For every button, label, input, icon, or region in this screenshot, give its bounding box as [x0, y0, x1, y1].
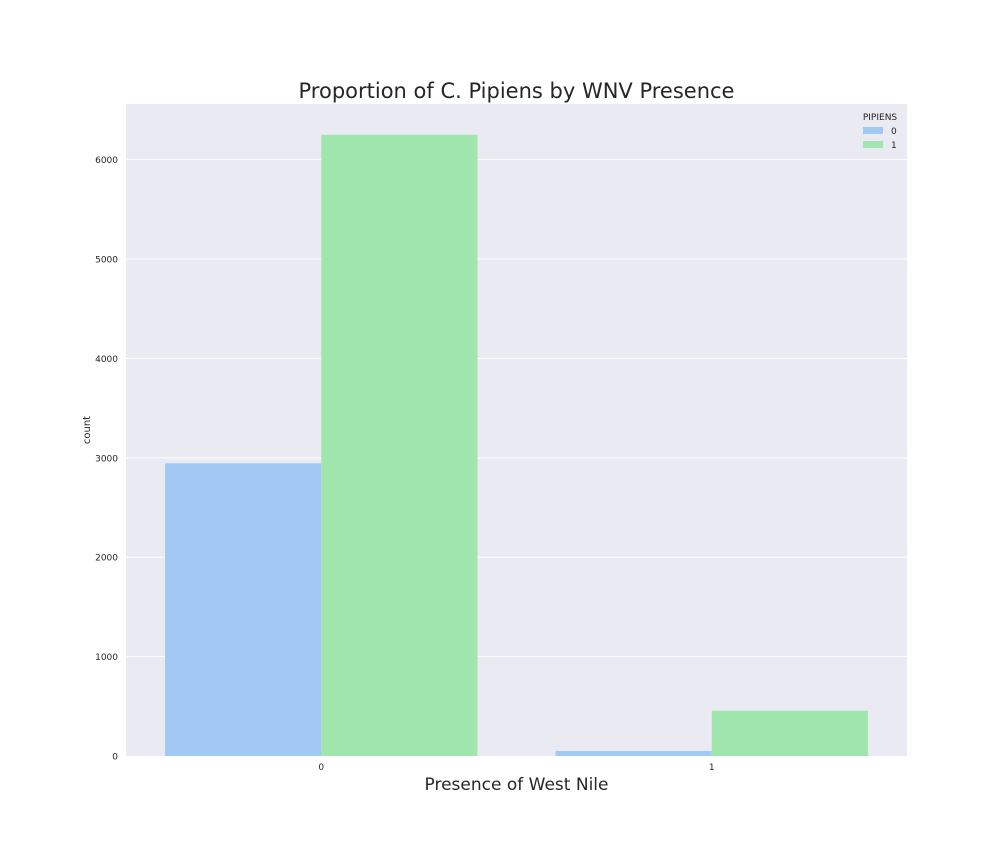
chart-title: Proportion of C. Pipiens by WNV Presence	[299, 79, 735, 103]
legend-label: 1	[891, 141, 897, 151]
x-tick-label: 1	[709, 763, 715, 773]
bars	[165, 134, 868, 756]
legend: PIPIENS 01	[863, 113, 898, 151]
y-tick-label: 5000	[95, 256, 118, 266]
legend-swatch	[863, 141, 883, 148]
x-tick-label: 0	[318, 763, 324, 773]
legend-swatch	[863, 127, 883, 134]
y-axis-label: count	[82, 416, 93, 444]
y-tick-label: 2000	[95, 554, 118, 564]
bar-1-pipiens-1	[711, 710, 868, 756]
legend-label: 0	[891, 127, 897, 137]
legend-items: 01	[863, 127, 897, 151]
bar-1-pipiens-0	[555, 751, 712, 756]
y-tick-labels: 0 1000 2000 3000 4000 5000 6000	[95, 156, 118, 762]
y-tick-label: 3000	[95, 454, 118, 464]
y-tick-label: 0	[112, 753, 118, 763]
legend-title: PIPIENS	[863, 113, 898, 123]
bar-0-pipiens-1	[321, 134, 478, 756]
bar-0-pipiens-0	[165, 463, 322, 756]
y-tick-label: 4000	[95, 355, 118, 365]
x-axis-label: Presence of West Nile	[425, 775, 609, 795]
y-tick-label: 6000	[95, 156, 118, 166]
y-tick-label: 1000	[95, 653, 118, 663]
